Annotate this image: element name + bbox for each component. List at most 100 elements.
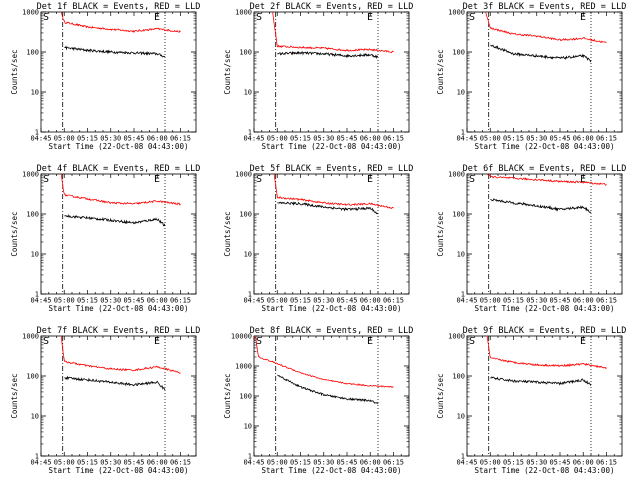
y-tick-label: 1000 (235, 9, 252, 17)
plot-frame (253, 11, 410, 133)
lld-series-line (486, 174, 607, 186)
x-tick-label: 06:15 (596, 135, 617, 143)
x-tick-label: 05:15 (77, 297, 98, 305)
y-tick-label: 1000 (448, 9, 465, 17)
y-tick-label: 1 (35, 291, 39, 299)
x-tick-label: 05:00 (267, 459, 288, 467)
x-tick-label: 05:30 (313, 297, 334, 305)
trace-group (255, 336, 394, 405)
y-tick-label: 100 (452, 211, 465, 219)
x-tick-label: 06:00 (360, 297, 381, 305)
x-tick-label: 05:30 (526, 459, 547, 467)
events-series-line (277, 201, 379, 215)
x-tick-label: 05:45 (336, 135, 357, 143)
lld-series-line (60, 174, 181, 206)
x-tick-label: 06:00 (573, 135, 594, 143)
events-series-line (490, 376, 592, 386)
y-tick-label: 1 (35, 453, 39, 461)
events-series-line (490, 44, 592, 63)
x-tick-label: 06:00 (573, 459, 594, 467)
x-tick-label: 05:45 (123, 297, 144, 305)
trace-group (60, 12, 181, 58)
y-tick-label: 10000 (231, 333, 252, 341)
x-tick-label: 05:30 (313, 459, 334, 467)
events-series-line (277, 50, 379, 60)
end-marker-label: E (580, 336, 586, 347)
x-axis-label: Start Time (22-Oct-08 04:43:00) (49, 466, 189, 475)
start-marker-label: S (469, 174, 475, 185)
y-axis-label: Counts/sec (10, 373, 19, 418)
y-axis-label: Counts/sec (223, 211, 232, 256)
x-tick-label: 05:00 (54, 135, 75, 143)
start-marker-label: S (469, 12, 475, 23)
chart-title: Det 5f BLACK = Events, RED = LLD (250, 164, 414, 174)
chart-title: Det 4f BLACK = Events, RED = LLD (37, 164, 201, 174)
y-tick-label: 1 (248, 129, 252, 137)
plot-frame (253, 173, 410, 295)
x-tick-label: 06:00 (147, 297, 168, 305)
x-tick-label: 06:15 (170, 459, 191, 467)
y-tick-label: 10 (244, 251, 252, 259)
events-series-line (490, 198, 592, 213)
y-tick-label: 10 (457, 251, 465, 259)
y-tick-label: 1000 (22, 171, 39, 179)
start-marker-label: S (256, 174, 262, 185)
chart-panel-1: Det 1f BLACK = Events, RED = LLD 1 10 100 10… (10, 2, 200, 151)
chart-panel-5: Det 5f BLACK = Events, RED = LLD 1 10 100 10… (223, 164, 413, 313)
x-tick-label: 06:15 (383, 459, 404, 467)
y-tick-label: 100 (26, 49, 39, 57)
x-tick-label: 05:45 (336, 297, 357, 305)
x-tick-label: 04:45 (456, 297, 477, 305)
x-tick-label: 04:45 (243, 135, 264, 143)
x-tick-label: 05:15 (77, 459, 98, 467)
y-tick-label: 100 (239, 393, 252, 401)
y-axis-label: Counts/sec (436, 373, 445, 418)
x-tick-label: 05:00 (54, 459, 75, 467)
y-tick-label: 100 (452, 49, 465, 57)
plot-frame (40, 173, 197, 295)
trace-group (486, 174, 607, 213)
x-axis-label: Start Time (22-Oct-08 04:43:00) (49, 142, 189, 151)
y-tick-label: 1000 (22, 333, 39, 341)
lld-series-line (60, 12, 181, 33)
chart-panel-8: Det 8f BLACK = Events, RED = LLD 1 10 100 10… (223, 326, 413, 475)
chart-panel-3: Det 3f BLACK = Events, RED = LLD 1 10 100 10… (436, 2, 626, 151)
chart-title: Det 9f BLACK = Events, RED = LLD (463, 326, 627, 336)
plot-frame (466, 173, 623, 295)
y-tick-label: 10 (244, 423, 252, 431)
trace-group (272, 12, 394, 60)
y-tick-label: 1000 (448, 333, 465, 341)
x-tick-label: 05:30 (100, 297, 121, 305)
y-tick-label: 100 (26, 373, 39, 381)
x-tick-label: 05:45 (123, 135, 144, 143)
y-axis-label: Counts/sec (10, 211, 19, 256)
x-tick-label: 06:00 (147, 459, 168, 467)
lld-series-line (60, 336, 181, 374)
x-tick-label: 05:45 (123, 459, 144, 467)
plot-frame (466, 335, 623, 457)
x-tick-label: 05:00 (480, 297, 501, 305)
x-tick-label: 05:15 (77, 135, 98, 143)
x-tick-label: 05:30 (313, 135, 334, 143)
x-tick-label: 05:45 (549, 459, 570, 467)
x-tick-label: 04:45 (456, 459, 477, 467)
x-tick-label: 05:15 (503, 135, 524, 143)
chart-panel-9: Det 9f BLACK = Events, RED = LLD 1 10 100 10… (436, 326, 626, 475)
y-axis-label: Counts/sec (223, 49, 232, 94)
events-series-line (277, 374, 379, 405)
x-tick-label: 05:30 (526, 135, 547, 143)
x-tick-label: 06:00 (573, 297, 594, 305)
y-tick-label: 100 (239, 49, 252, 57)
y-tick-label: 1000 (235, 363, 252, 371)
y-tick-label: 1 (248, 291, 252, 299)
plot-frame (40, 335, 197, 457)
y-tick-label: 1000 (448, 171, 465, 179)
y-tick-label: 1000 (235, 171, 252, 179)
x-tick-label: 05:45 (336, 459, 357, 467)
x-tick-label: 04:45 (30, 459, 51, 467)
trace-group (273, 174, 394, 215)
y-tick-label: 10 (457, 413, 465, 421)
x-tick-label: 04:45 (30, 135, 51, 143)
start-marker-label: S (43, 336, 49, 347)
